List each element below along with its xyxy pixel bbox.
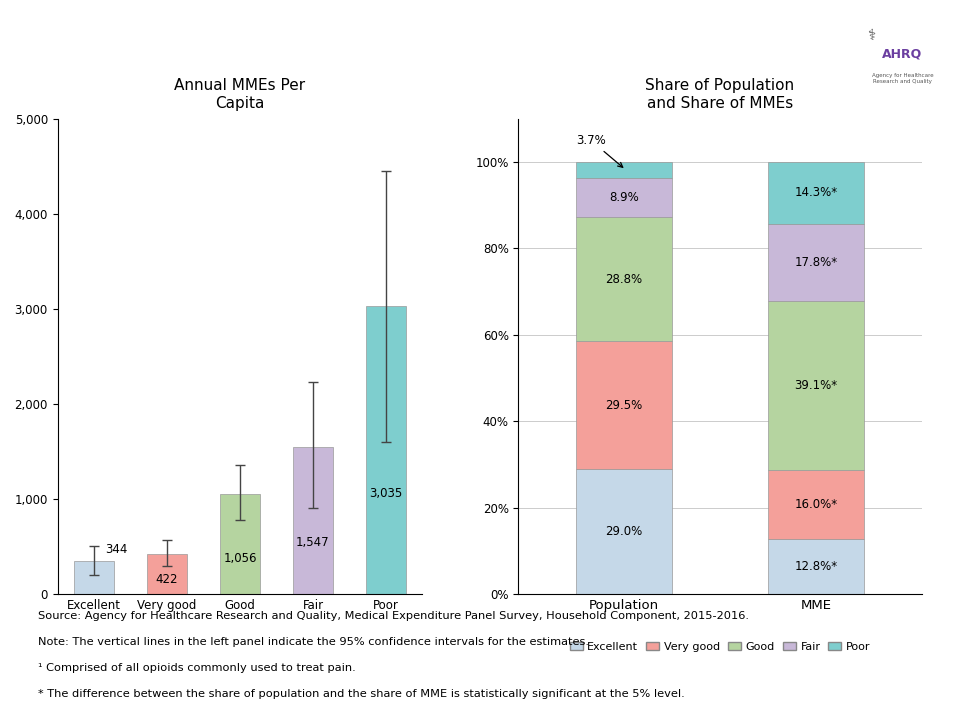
Text: 39.1%*: 39.1%* [795,379,837,392]
Text: ⚕: ⚕ [868,28,876,43]
Text: 344: 344 [105,543,127,556]
Text: 12.8%*: 12.8%* [795,560,837,573]
Bar [768,301,864,469]
Title: Share of Population
and Share of MMEs: Share of Population and Share of MMEs [645,78,795,111]
Bar [74,562,114,594]
Text: 14.3%*: 14.3%* [795,186,837,199]
Bar [293,447,333,594]
Text: Note: The vertical lines in the left panel indicate the 95% confidence intervals: Note: The vertical lines in the left pan… [38,636,589,647]
Bar [147,554,187,594]
Text: 1,056: 1,056 [224,552,256,565]
Text: Agency for Healthcare
Research and Quality: Agency for Healthcare Research and Quali… [872,73,933,84]
Text: ¹ Comprised of all opioids commonly used to treat pain.: ¹ Comprised of all opioids commonly used… [38,663,356,673]
Bar [220,494,260,594]
Bar [768,224,864,301]
Bar [576,217,672,341]
Text: 3,035: 3,035 [370,487,402,500]
Text: 29.0%: 29.0% [606,525,642,538]
Bar [576,163,672,179]
Text: 16.0%*: 16.0%* [795,498,837,510]
Text: 28.8%: 28.8% [606,273,642,286]
Text: Figure 10b: Annual Morphine Milligram Equivalents (MMEs) of outpatient prescript: Figure 10b: Annual Morphine Milligram Eq… [84,28,760,75]
Text: 17.8%*: 17.8%* [795,256,837,269]
Text: 29.5%: 29.5% [606,398,642,412]
Bar [768,162,864,224]
Bar [366,305,406,594]
Text: AHRQ: AHRQ [882,47,923,60]
Legend: Excellent, Very good, Good, Fair, Poor: Excellent, Very good, Good, Fair, Poor [565,638,875,657]
Bar [576,179,672,217]
Text: 3.7%: 3.7% [576,134,623,167]
Text: Source: Agency for Healthcare Research and Quality, Medical Expenditure Panel Su: Source: Agency for Healthcare Research a… [38,611,749,621]
Bar [576,469,672,594]
Text: 1,547: 1,547 [296,536,330,549]
Text: 8.9%: 8.9% [610,191,638,204]
Bar [768,539,864,594]
Title: Annual MMEs Per
Capita: Annual MMEs Per Capita [175,78,305,111]
Bar [768,469,864,539]
Text: 422: 422 [156,573,179,587]
Bar [576,341,672,469]
Ellipse shape [835,0,960,117]
Text: * The difference between the share of population and the share of MME is statist: * The difference between the share of po… [38,689,684,699]
